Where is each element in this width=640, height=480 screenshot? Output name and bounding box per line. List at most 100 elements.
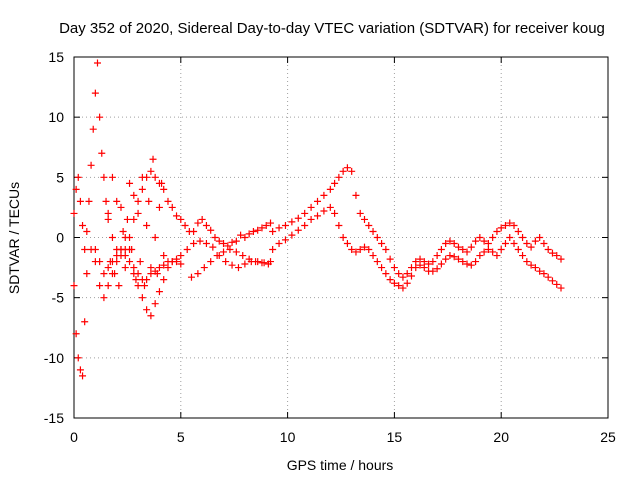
data-point xyxy=(187,273,195,281)
data-point xyxy=(145,197,153,205)
data-point xyxy=(472,258,480,266)
data-point xyxy=(557,284,565,292)
data-point xyxy=(373,258,381,266)
data-point xyxy=(211,234,219,241)
y-tick-label: 10 xyxy=(48,109,64,125)
x-tick-label: 0 xyxy=(70,429,78,445)
data-point xyxy=(130,264,138,272)
data-point xyxy=(339,234,347,241)
data-point xyxy=(158,179,166,187)
data-point xyxy=(241,234,249,241)
data-point xyxy=(506,234,514,241)
data-point xyxy=(433,265,441,273)
y-tick-label: -15 xyxy=(44,410,64,426)
data-point xyxy=(269,227,277,235)
data-point xyxy=(81,318,89,326)
data-point xyxy=(472,237,480,245)
data-point xyxy=(553,252,561,260)
data-point xyxy=(160,276,168,284)
data-point xyxy=(395,270,403,278)
data-point xyxy=(100,294,108,302)
data-point xyxy=(173,212,181,220)
data-point xyxy=(412,264,420,272)
data-point xyxy=(519,234,527,241)
data-point xyxy=(228,238,236,246)
data-point xyxy=(190,227,198,235)
data-point xyxy=(151,300,159,308)
x-tick-label: 20 xyxy=(493,429,509,445)
data-point xyxy=(544,273,552,281)
data-point xyxy=(352,248,360,256)
data-point xyxy=(200,264,208,272)
data-point xyxy=(113,197,121,205)
data-point xyxy=(104,215,112,223)
data-point xyxy=(335,221,343,229)
data-point xyxy=(269,246,277,254)
data-point xyxy=(72,330,80,338)
data-point xyxy=(262,221,270,229)
data-point xyxy=(501,240,509,248)
series-E xyxy=(269,164,565,281)
y-tick-labels: -15 -10 -5 0 5 10 15 xyxy=(44,49,64,426)
data-point xyxy=(177,252,185,260)
data-point xyxy=(442,240,450,248)
data-point xyxy=(143,276,151,284)
data-point xyxy=(237,231,245,239)
data-point xyxy=(476,252,484,260)
data-point xyxy=(134,282,142,290)
data-point xyxy=(467,261,475,269)
data-point xyxy=(196,237,204,245)
data-point xyxy=(79,372,87,380)
data-point xyxy=(96,258,104,266)
data-point xyxy=(117,246,125,254)
data-point xyxy=(326,185,334,193)
data-point xyxy=(480,237,488,245)
data-point xyxy=(149,155,157,163)
data-point xyxy=(331,179,339,187)
data-point xyxy=(403,279,411,287)
data-point xyxy=(140,282,148,290)
data-point xyxy=(215,237,223,245)
data-point xyxy=(352,191,360,199)
data-point xyxy=(258,259,266,267)
data-point xyxy=(493,227,501,235)
data-point xyxy=(489,248,497,256)
data-point xyxy=(153,270,161,278)
data-point xyxy=(557,255,565,263)
data-point xyxy=(506,219,514,227)
data-point xyxy=(232,237,240,245)
data-point xyxy=(536,234,544,241)
y-axis-label: SDTVAR / TECUs xyxy=(6,182,22,294)
data-point xyxy=(446,252,454,260)
data-point xyxy=(102,197,110,205)
data-point xyxy=(111,270,119,278)
data-point xyxy=(76,197,84,205)
data-point xyxy=(437,246,445,254)
data-point xyxy=(288,231,296,239)
data-point xyxy=(164,264,172,272)
data-point xyxy=(416,261,424,269)
y-tick-label: -5 xyxy=(52,290,65,306)
data-point xyxy=(138,173,146,181)
y-tick-label: -10 xyxy=(44,350,64,366)
data-point xyxy=(326,203,334,211)
data-point xyxy=(72,185,80,193)
y-tick-label: 5 xyxy=(56,169,64,185)
series-D xyxy=(187,246,272,281)
data-point xyxy=(416,255,424,263)
grid-lines xyxy=(74,57,608,418)
series-F xyxy=(269,203,565,292)
y-tick-label: 15 xyxy=(48,49,64,65)
data-point xyxy=(121,252,129,260)
data-point xyxy=(108,173,116,181)
series-A xyxy=(70,59,275,260)
data-point xyxy=(348,246,356,254)
data-point xyxy=(356,209,364,217)
data-point xyxy=(442,255,450,263)
data-point xyxy=(437,260,445,268)
data-point xyxy=(222,258,230,266)
data-point xyxy=(459,246,467,254)
data-point xyxy=(130,191,138,199)
data-point xyxy=(115,282,123,290)
